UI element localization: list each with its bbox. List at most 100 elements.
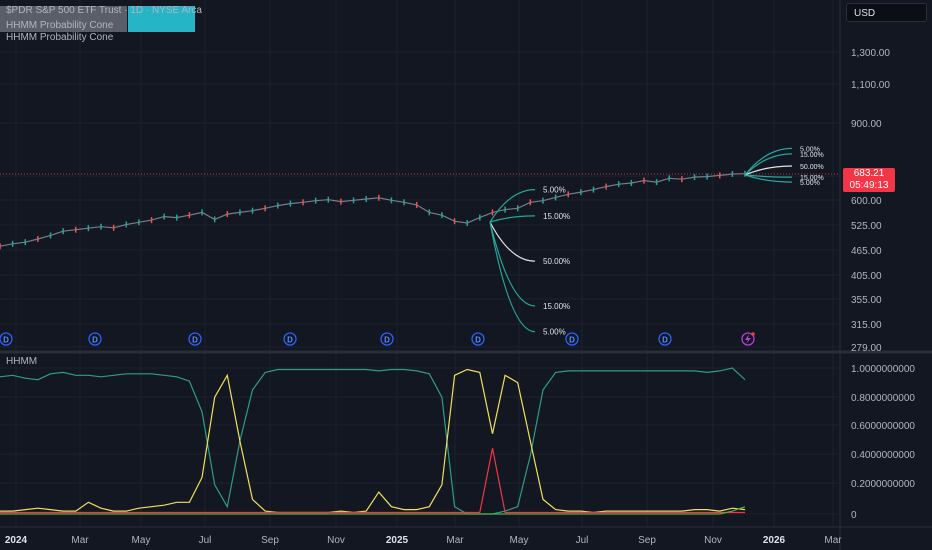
event-marker-icon [741,332,755,346]
price-series-line [0,173,746,247]
hhmm-tick-label: 0.8000000000 [851,393,915,404]
price-pane[interactable] [0,170,840,250]
event-dot-icon [751,332,755,336]
cone-april-curve [489,189,536,223]
dividend-marker-label: D [569,336,575,345]
hhmm-series-1 [0,368,746,514]
dividend-marker-circle [188,332,202,346]
time-tick-label: May [132,535,151,546]
hhmm-tick-label: 0 [851,510,857,521]
dividend-marker[interactable]: D [0,332,13,346]
cone-april-label: 5.00% [543,328,566,337]
cone-current-label: 15.00% [800,152,824,159]
dividend-marker[interactable]: D [88,332,102,346]
hhmm-series-3 [0,506,746,515]
time-tick-label: 2024 [5,535,28,546]
symbol-title[interactable]: $PDR S&P 500 ETF Trust · 1D · NYSE Arca [6,5,202,16]
price-tick-label: 279.00 [851,343,882,354]
time-tick-label: Jul [576,535,589,546]
currency-selector[interactable]: USD [846,3,927,22]
time-tick-label: 2025 [386,535,409,546]
cone-current-label: 15.00% [800,175,824,182]
time-tick-label: 2026 [763,535,786,546]
cone-april-curve [489,215,536,223]
hhmm-pane[interactable] [0,367,746,515]
indicator-legend-2[interactable]: HHMM Probability Cone [6,32,114,43]
cone-current-label: 50.00% [800,164,824,171]
cone-april-curve [489,221,536,333]
lightning-icon [745,334,751,344]
price-tick-label: 1,300.00 [851,48,890,59]
dividend-marker-label: D [475,336,481,345]
hhmm-series-2 [0,448,745,514]
indicator-legend-1[interactable]: HHMM Probability Cone [6,20,114,31]
price-axis[interactable]: 1,300.001,100.00900.00700.00600.00525.00… [851,48,890,354]
dividend-marker-circle [0,332,13,346]
time-tick-label: Mar [446,535,464,546]
hhmm-tick-label: 1.0000000000 [851,364,915,375]
cone-current-curve [744,165,793,176]
cone-april-curve [489,221,536,307]
dividend-marker[interactable]: D [565,332,579,346]
last-price-label: 683.21 [843,168,895,180]
dividend-marker[interactable]: D [471,332,485,346]
cone-current-curve [744,174,793,178]
dividend-marker-circle [380,332,394,346]
dividend-marker-circle [658,332,672,346]
hhmm-series-0 [0,367,746,515]
dividend-marker-circle [88,332,102,346]
time-tick-label: Mar [71,535,89,546]
dividend-marker-label: D [192,336,198,345]
time-tick-label: May [510,535,529,546]
hhmm-tick-label: 0.4000000000 [851,450,915,461]
cone-april-curve [489,221,536,262]
countdown-label: 05:49:13 [843,180,895,192]
dividend-marker-label: D [92,336,98,345]
dividend-marker[interactable]: D [380,332,394,346]
dividend-marker[interactable]: D [283,332,297,346]
price-tick-label: 315.00 [851,320,882,331]
price-tick-label: 525.00 [851,221,882,232]
time-tick-label: Jul [199,535,212,546]
time-tick-label: Nov [327,535,345,546]
dividend-marker-circle [283,332,297,346]
price-tick-label: 900.00 [851,119,882,130]
cone-april-label: 15.00% [543,302,570,311]
cone-april-label: 50.00% [543,257,570,266]
price-tick-label: 1,100.00 [851,80,890,91]
probability-cones: 5.00%15.00%50.00%15.00%5.00%5.00%15.00%5… [489,146,824,337]
price-tick-label: 405.00 [851,271,882,282]
cone-current-curve [744,153,793,176]
time-tick-label: Sep [261,535,279,546]
time-tick-label: Mar [824,535,842,546]
dividend-marker[interactable]: D [188,332,202,346]
dividend-marker-label: D [662,336,668,345]
time-tick-label: Sep [638,535,656,546]
dividend-marker[interactable]: D [658,332,672,346]
header-overlay-teal [128,6,195,32]
time-tick-label: Nov [704,535,722,546]
header-overlay-gray [0,6,127,32]
hhmm-axis[interactable]: 1.0000000000 0.8000000000 0.6000000000 0.40… [851,364,915,521]
cone-april-label: 5.00% [543,186,566,195]
dividend-marker-label: D [3,336,9,345]
price-tick-label: 600.00 [851,196,882,207]
hhmm-tick-label: 0.2000000000 [851,479,915,490]
hhmm-tick-label: 0.6000000000 [851,421,915,432]
dividend-marker-label: D [384,336,390,345]
cone-current-curve [744,174,793,183]
dividend-marker-circle [471,332,485,346]
cone-current-label: 5.00% [800,180,820,187]
price-tick-label: 355.00 [851,295,882,306]
price-tick-label: 465.00 [851,246,882,257]
dividend-marker-label: D [287,336,293,345]
dividend-marker-circle [565,332,579,346]
time-axis[interactable]: 2024 Mar May Jul Sep Nov 2025 Mar May Jul Sep Nov 20… [5,535,842,546]
cone-current-curve [744,147,793,176]
cone-april-label: 15.00% [543,212,570,221]
cone-current-label: 5.00% [800,146,820,153]
hhmm-pane-title: HHMM [6,356,38,367]
